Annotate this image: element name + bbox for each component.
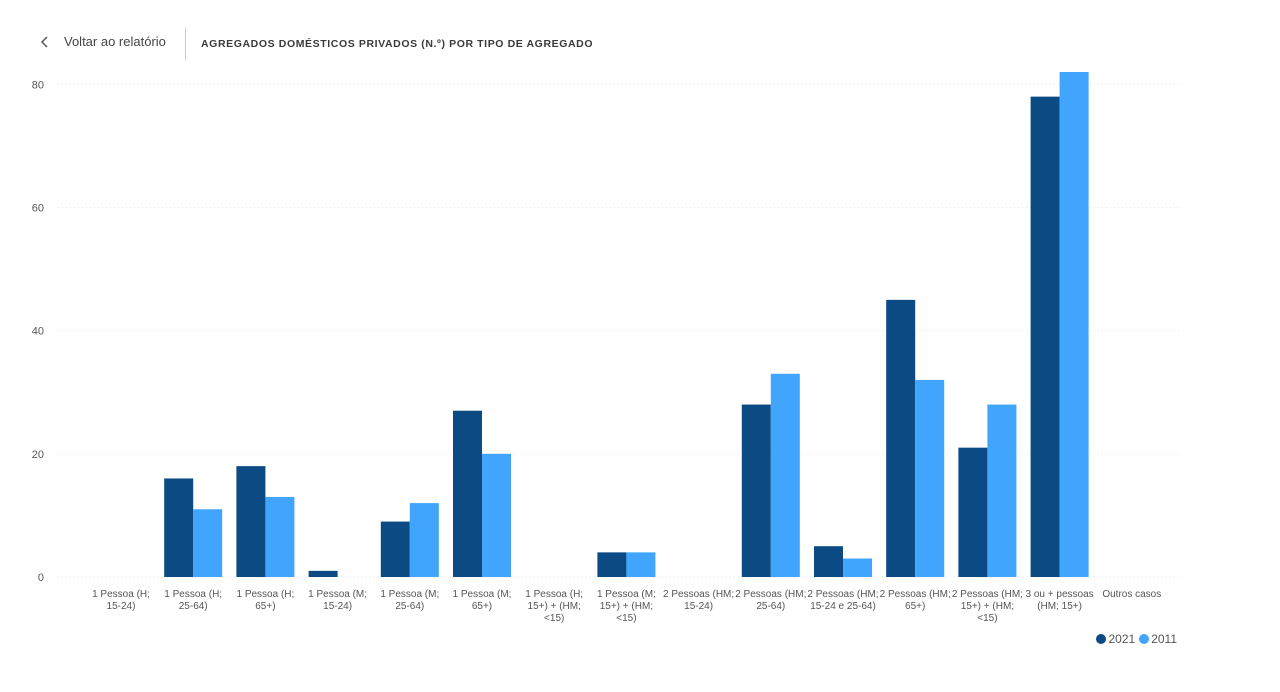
x-tick-label-13: 3 ou + pessoas (HM; 15+): [1026, 589, 1094, 612]
bar-2021-9[interactable]: [741, 404, 771, 577]
x-tick-label-3: 1 Pessoa (M; 15-24): [308, 589, 367, 612]
bar-2021-5[interactable]: [453, 410, 482, 577]
bar-2021-11[interactable]: [886, 299, 916, 577]
legend-dot-2011: [1139, 634, 1150, 644]
x-tick-label-2: 1 Pessoa (H; 65+): [236, 589, 294, 612]
bar-2011-10[interactable]: [843, 558, 872, 577]
report-header: Voltar ao relatório AGREGADOS DOMÉSTICOS…: [0, 0, 1280, 90]
bar-2011-11[interactable]: [915, 379, 945, 577]
x-tick-label-9: 2 Pessoas (HM; 25-64): [735, 589, 806, 612]
bar-2011-4[interactable]: [409, 503, 439, 577]
x-tick-label-8: 2 Pessoas (HM; 15-24): [663, 589, 734, 612]
y-tick-label-20: 20: [32, 449, 44, 461]
bar-2011-12[interactable]: [987, 404, 1017, 577]
back-label: Voltar ao relatório: [64, 34, 166, 49]
bar-2011-7[interactable]: [626, 552, 656, 577]
x-tick-label-0: 1 Pessoa (H; 15-24): [92, 589, 150, 612]
bar-2021-13[interactable]: [1030, 96, 1060, 577]
x-tick-label-12: 2 Pessoas (HM; 15+) + (HM; <15): [952, 589, 1023, 624]
y-tick-label-80: 80: [32, 79, 44, 91]
bar-2011-2[interactable]: [265, 496, 295, 577]
bar-2021-2[interactable]: [236, 466, 266, 577]
chart-legend: 2021 2011: [1092, 632, 1177, 646]
x-tick-label-7: 1 Pessoa (M; 15+) + (HM; <15): [597, 589, 656, 624]
chevron-left-icon: [40, 35, 48, 48]
x-tick-label-6: 1 Pessoa (H; 15+) + (HM; <15): [525, 589, 583, 624]
bar-2021-7[interactable]: [597, 552, 627, 577]
legend-item-2021[interactable]: 2021: [1096, 632, 1135, 646]
legend-label-2011: 2011: [1151, 632, 1177, 646]
x-tick-label-4: 1 Pessoa (M; 25-64): [380, 589, 439, 612]
legend-item-2011[interactable]: 2011: [1139, 632, 1177, 646]
y-tick-label-40: 40: [32, 326, 44, 338]
bar-2021-10[interactable]: [814, 546, 843, 577]
bar-2011-13[interactable]: [1059, 72, 1089, 577]
bar-2011-5[interactable]: [482, 453, 511, 577]
back-to-report-button[interactable]: Voltar ao relatório: [40, 34, 166, 49]
y-tick-label-0: 0: [38, 572, 44, 584]
bar-2021-1[interactable]: [164, 478, 194, 577]
x-tick-label-1: 1 Pessoa (H; 25-64): [164, 589, 222, 612]
x-tick-label-5: 1 Pessoa (M; 65+): [453, 589, 512, 612]
bar-2021-4[interactable]: [380, 521, 410, 577]
bar-2021-12[interactable]: [958, 447, 988, 577]
chart-title: AGREGADOS DOMÉSTICOS PRIVADOS (N.º) POR …: [201, 38, 594, 50]
bar-2011-9[interactable]: [770, 373, 800, 577]
legend-dot-2021: [1096, 634, 1107, 644]
y-tick-label-60: 60: [32, 202, 44, 214]
x-tick-label-14: Outros casos: [1102, 589, 1161, 600]
bar-2011-1[interactable]: [193, 509, 223, 577]
x-tick-label-11: 2 Pessoas (HM; 65+): [880, 589, 951, 612]
legend-label-2021: 2021: [1108, 632, 1136, 646]
header-divider: [185, 28, 186, 60]
x-tick-label-10: 2 Pessoas (HM; 15-24 e 25-64): [807, 589, 878, 612]
bar-2021-3[interactable]: [308, 570, 338, 577]
